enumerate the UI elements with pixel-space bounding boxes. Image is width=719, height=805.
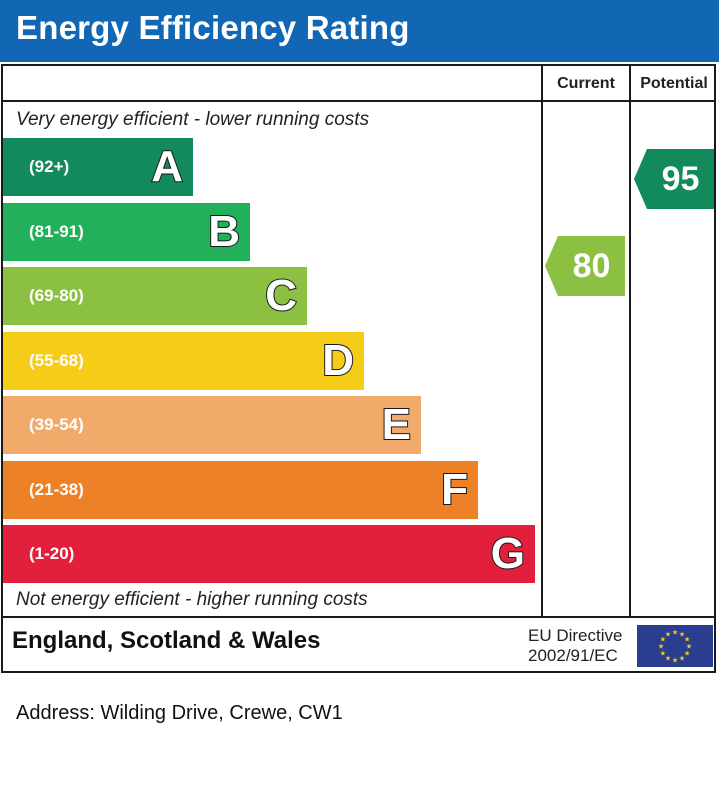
eu-stars-icon: ★★★★★★★★★ ★ ★★	[658, 629, 692, 665]
eu-star: ★	[660, 650, 666, 658]
band-b: (81-91) B	[3, 203, 250, 261]
column-divider-current	[541, 64, 543, 618]
band-f-range: (21-38)	[29, 480, 84, 499]
band-d: (55-68) D	[3, 332, 364, 390]
eu-star: ★	[679, 630, 685, 638]
eu-flag-icon: ★ ★ ★ ★ ★ ★ ★ ★ ★ ★ ★ ★	[637, 625, 713, 667]
eu-star: ★	[658, 643, 664, 651]
eu-star: ★	[660, 636, 666, 644]
footer-directive: EU Directive 2002/91/EC	[528, 626, 622, 666]
band-f: (21-38) F	[3, 461, 478, 519]
band-e-letter: E	[381, 399, 412, 450]
band-b-letter: B	[207, 206, 241, 257]
arrow-current: 80	[545, 236, 625, 296]
eu-star: ★	[684, 650, 690, 658]
column-header-current: Current	[557, 75, 615, 92]
eu-star: ★	[672, 657, 678, 665]
page-title: Energy Efficiency Rating	[16, 9, 410, 46]
band-a: (92+) A	[3, 138, 193, 196]
rating-frame	[1, 64, 716, 673]
band-c-letter: C	[264, 270, 298, 321]
eu-star: ★	[665, 630, 671, 638]
directive-line-2: 2002/91/EC	[528, 646, 618, 665]
band-c: (69-80) C	[3, 267, 307, 325]
band-f-letter: F	[440, 464, 469, 515]
band-d-range: (55-68)	[29, 351, 84, 370]
caption-not-efficient: Not energy efficient - higher running co…	[16, 589, 368, 610]
eu-star: ★	[672, 629, 678, 637]
eu-star: ★	[679, 655, 685, 663]
address-text: Address: Wilding Drive, Crewe, CW1	[16, 702, 343, 724]
arrow-potential: 95	[634, 149, 714, 209]
caption-very-efficient: Very energy efficient - lower running co…	[16, 109, 370, 130]
band-e: (39-54) E	[3, 396, 421, 454]
band-b-range: (81-91)	[29, 222, 84, 241]
eu-star: ★	[665, 655, 671, 663]
band-d-letter: D	[321, 335, 355, 386]
eu-star: ★	[684, 636, 690, 644]
band-c-range: (69-80)	[29, 286, 84, 305]
arrow-current-value: 80	[572, 247, 611, 285]
header-row-divider	[1, 100, 716, 102]
band-e-range: (39-54)	[29, 415, 84, 434]
band-g: (1-20) G	[3, 525, 535, 583]
band-g-letter: G	[490, 528, 526, 579]
column-divider-potential	[629, 64, 631, 618]
footer-divider	[1, 616, 716, 618]
band-a-letter: A	[150, 141, 184, 192]
arrow-potential-value: 95	[661, 160, 700, 198]
directive-line-1: EU Directive	[528, 626, 623, 645]
band-a-range: (92+)	[29, 157, 70, 176]
band-g-range: (1-20)	[29, 544, 75, 563]
column-header-potential: Potential	[640, 75, 708, 92]
header-bar: Energy Efficiency Rating	[0, 0, 719, 62]
footer-country: England, Scotland & Wales	[12, 627, 321, 654]
eu-star: ★	[686, 643, 692, 651]
